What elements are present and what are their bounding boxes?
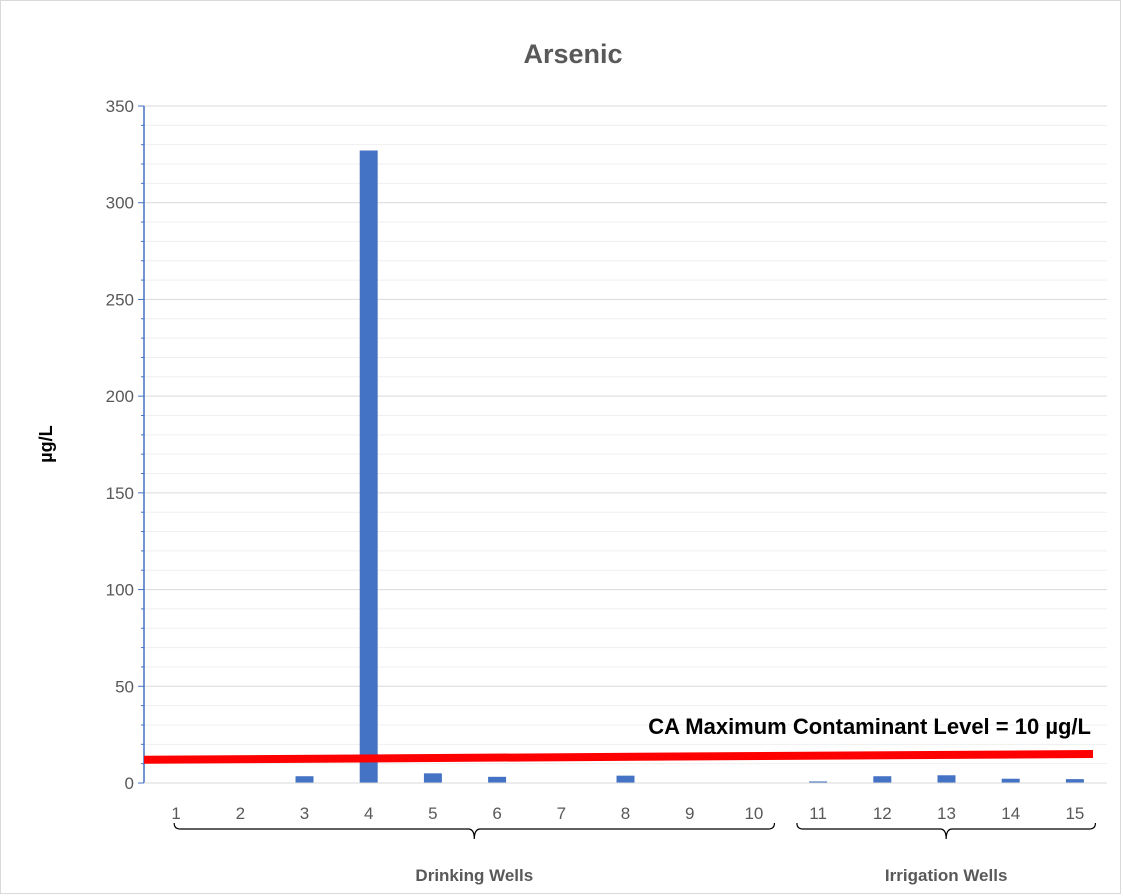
reference-line-group: CA Maximum Contaminant Level = 10 µg/L <box>143 714 1094 764</box>
y-tick-label: 100 <box>106 581 134 600</box>
group-label: Drinking Wells <box>415 866 533 885</box>
x-tick-label: 4 <box>364 804 373 823</box>
x-tick-label: 12 <box>873 804 892 823</box>
bar-series <box>295 150 1084 783</box>
bar <box>359 150 378 783</box>
x-tick-label: 3 <box>300 804 309 823</box>
y-tick-label: 50 <box>115 677 134 696</box>
bar <box>937 775 956 783</box>
y-tick-label: 300 <box>106 194 134 213</box>
x-tick-label: 11 <box>809 804 827 823</box>
reference-line-label: CA Maximum Contaminant Level = 10 µg/L <box>648 714 1091 739</box>
x-tick-label: 1 <box>171 804 180 823</box>
x-tick-label: 5 <box>428 804 437 823</box>
bar <box>809 781 828 783</box>
y-tick-label: 250 <box>106 290 134 309</box>
chart-title: Arsenic <box>523 39 622 69</box>
y-tick-label: 150 <box>106 484 134 503</box>
group-bracket <box>796 822 1097 840</box>
y-tick-label: 350 <box>106 97 134 116</box>
gridlines <box>144 105 1107 784</box>
bar <box>873 776 892 783</box>
y-tick-label: 200 <box>106 387 134 406</box>
x-tick-label: 14 <box>1001 804 1020 823</box>
x-tick-label: 2 <box>236 804 245 823</box>
x-tick-label: 13 <box>937 804 956 823</box>
bar <box>423 773 442 783</box>
bar <box>1065 779 1084 783</box>
y-tick-label: 0 <box>125 774 134 793</box>
x-tick-label: 8 <box>621 804 630 823</box>
bar <box>616 775 635 783</box>
group-label: Irrigation Wells <box>885 866 1008 885</box>
x-tick-label: 15 <box>1065 804 1084 823</box>
x-tick-label: 7 <box>557 804 566 823</box>
x-tick-label: 10 <box>744 804 763 823</box>
well-group-brackets: Drinking Wells Irrigation Wells <box>173 822 1097 885</box>
y-axis-label: µg/L <box>36 425 56 462</box>
bar <box>488 776 507 783</box>
bar <box>295 776 314 783</box>
x-tick-label: 6 <box>492 804 501 823</box>
group-bracket <box>173 822 776 840</box>
reference-line <box>143 749 1094 764</box>
x-tick-label: 9 <box>685 804 694 823</box>
bar <box>1001 778 1020 783</box>
